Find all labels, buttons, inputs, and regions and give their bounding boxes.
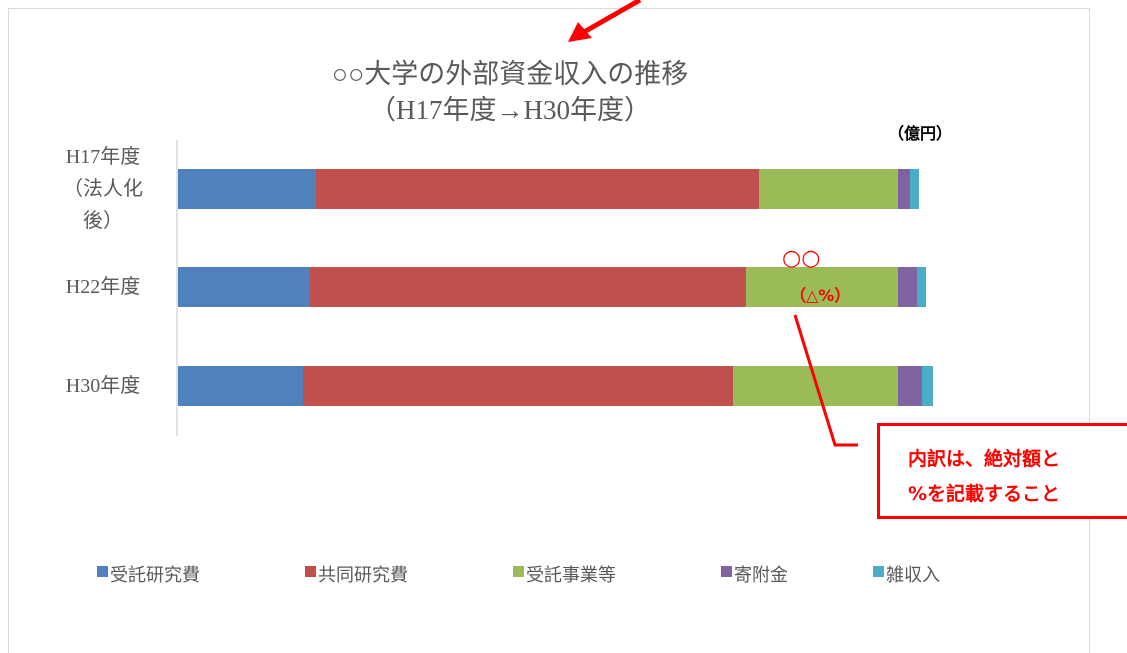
unit-label: （億円） bbox=[888, 124, 953, 143]
legend-label: 共同研究費 bbox=[318, 565, 408, 585]
bar-segment bbox=[898, 267, 917, 307]
bar-segment bbox=[922, 366, 933, 406]
y-tick-label: H17年度（法人化後） bbox=[63, 146, 143, 232]
legend-swatch bbox=[721, 566, 732, 577]
callout-box: 内訳は、絶対額と %を記載すること bbox=[877, 423, 1127, 519]
bar-segment bbox=[310, 267, 746, 307]
bar-segment bbox=[178, 366, 303, 406]
bar-segment bbox=[303, 366, 733, 406]
arrow-shaft bbox=[582, 0, 642, 35]
legend-label: 受託研究費 bbox=[110, 565, 200, 585]
bar-segment bbox=[178, 169, 316, 209]
legend-swatch bbox=[97, 566, 108, 577]
legend-swatch bbox=[873, 566, 884, 577]
arrow-head bbox=[568, 22, 592, 42]
legend-label: 寄附金 bbox=[734, 565, 788, 585]
bar-segment bbox=[178, 267, 310, 307]
chart-title: ○○大学の外部資金収入の推移 bbox=[331, 59, 689, 89]
annotation: （△%） bbox=[790, 286, 851, 305]
callout-text: %を記載すること bbox=[908, 483, 1061, 505]
bar-segment bbox=[898, 169, 910, 209]
callout-text: 内訳は、絶対額と bbox=[908, 448, 1061, 470]
bar-segment bbox=[759, 169, 898, 209]
callout-line bbox=[793, 314, 858, 447]
y-tick-label: H22年度 bbox=[65, 276, 141, 298]
legend-swatch bbox=[305, 566, 316, 577]
bar-segment bbox=[910, 169, 919, 209]
annotation: ○○ bbox=[782, 246, 821, 271]
legend-label: 受託事業等 bbox=[526, 565, 616, 585]
chart-frame bbox=[8, 8, 1090, 653]
y-tick-label: H30年度 bbox=[65, 375, 141, 397]
bar-segment bbox=[746, 267, 898, 307]
bar-segment bbox=[316, 169, 759, 209]
bar-segment bbox=[917, 267, 926, 307]
chart-subtitle: （H17年度→H30年度） bbox=[369, 95, 651, 125]
bar-segment bbox=[898, 366, 922, 406]
legend-label: 雑収入 bbox=[886, 565, 940, 585]
legend-swatch bbox=[513, 566, 524, 577]
